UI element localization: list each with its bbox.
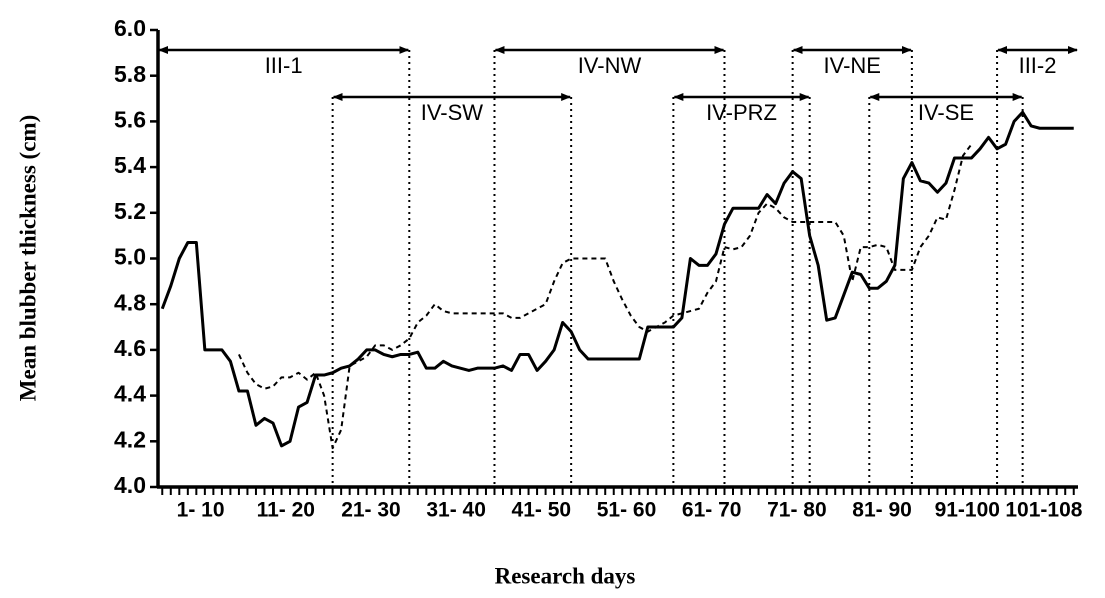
y-tick-label: 6.0 [114, 15, 146, 41]
y-tick-label: 4.2 [114, 426, 146, 452]
period-label: IV-SW [421, 100, 484, 125]
x-tick-label: 71- 80 [767, 499, 827, 522]
x-tick-label: 11- 20 [257, 499, 315, 522]
period-label: IV-NW [578, 53, 642, 78]
period-label: IV-SE [918, 100, 974, 125]
y-tick-label: 4.8 [114, 289, 146, 315]
y-axis-title: Mean blubber thickness (cm) [15, 115, 40, 401]
x-tick-label: 81- 90 [852, 499, 912, 522]
y-tick-label: 4.0 [114, 472, 146, 498]
x-tick-label: 31- 40 [426, 499, 486, 522]
period-label: IV-NE [824, 53, 881, 78]
y-tick-label: 5.0 [114, 244, 146, 270]
y-tick-label: 4.6 [114, 335, 146, 361]
data-line [238, 143, 973, 450]
y-tick-label: 5.4 [114, 152, 146, 178]
x-tick-label: 21- 30 [341, 499, 401, 522]
data-line [160, 110, 1074, 448]
y-tick-label: 5.6 [114, 106, 146, 132]
period-label: III-1 [265, 53, 303, 78]
period-label: IV-PRZ [706, 100, 777, 125]
x-tick-label: 41- 50 [512, 499, 572, 522]
x-tick-label: 61- 70 [682, 499, 742, 522]
y-tick-label: 4.4 [114, 381, 146, 407]
x-tick-label: 51- 60 [597, 499, 657, 522]
y-tick-label: 5.8 [114, 61, 146, 87]
x-tick-label: 101-108 [1005, 499, 1082, 522]
x-tick-label: 1- 10 [177, 499, 225, 522]
x-tick-label: 91-100 [935, 499, 1000, 522]
x-axis-title: Research days [495, 563, 636, 588]
y-tick-label: 5.2 [114, 198, 146, 224]
period-label: III-2 [1019, 53, 1057, 78]
